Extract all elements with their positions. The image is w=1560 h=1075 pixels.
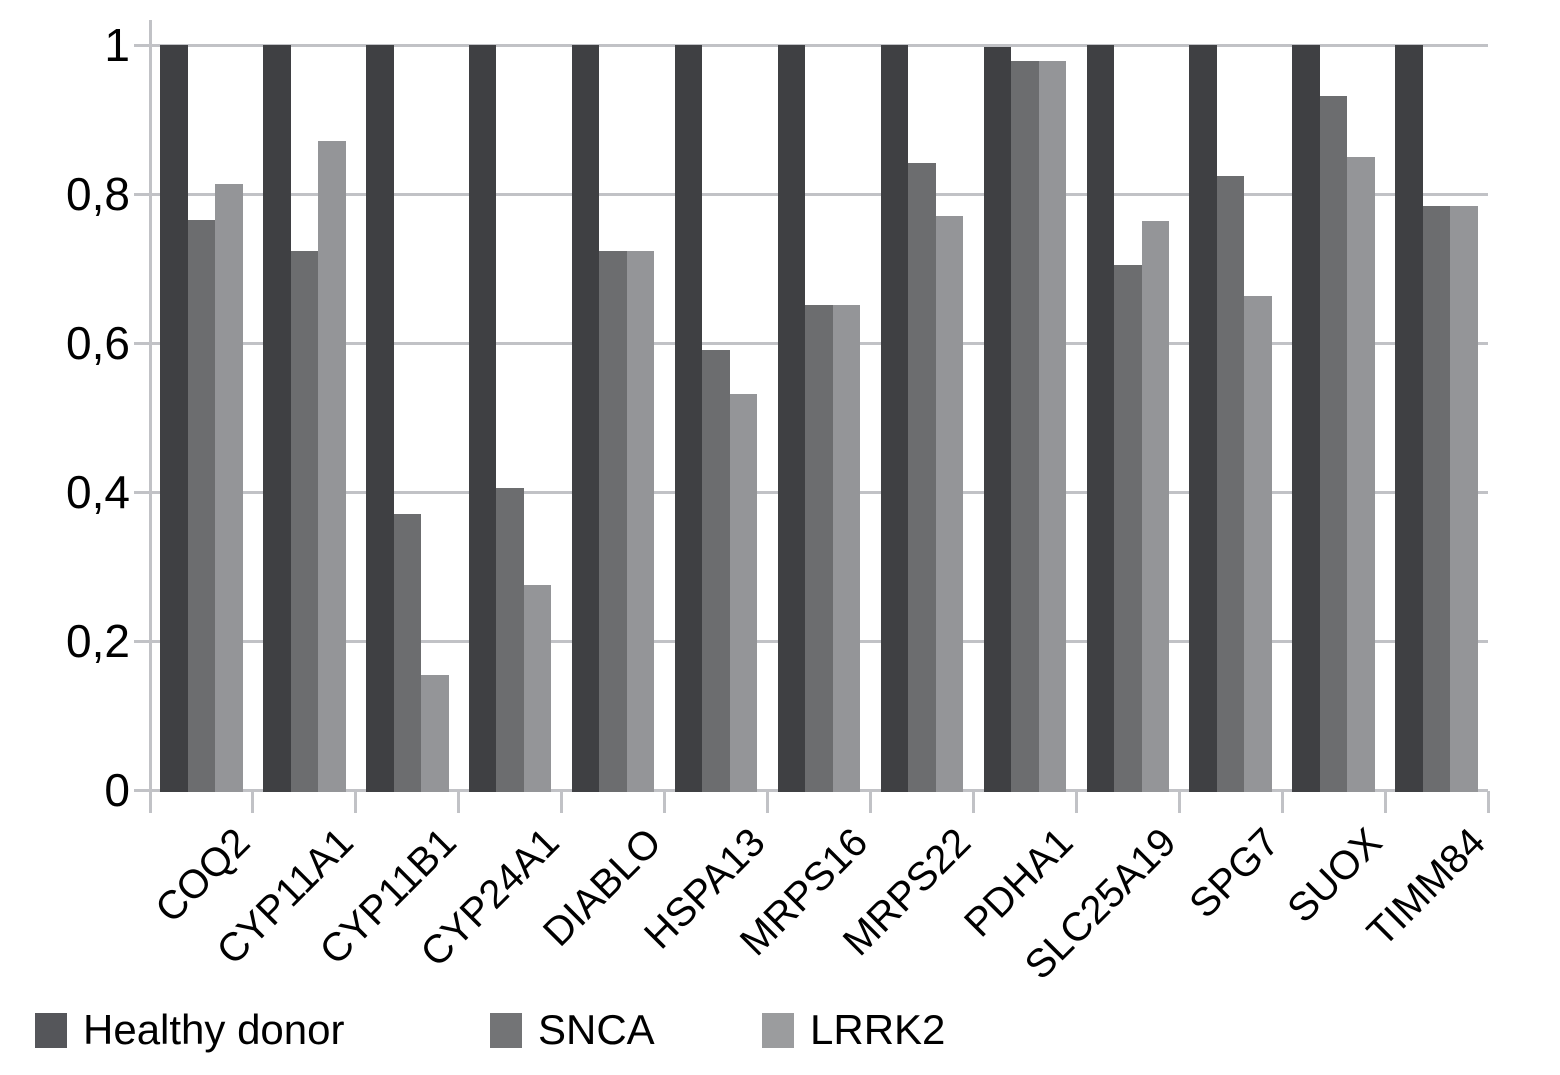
x-axis-tick [457, 791, 461, 813]
bar-snca-hspa13 [702, 349, 730, 792]
bar-healthy-donor-mrps16 [777, 45, 806, 792]
y-axis-tick [134, 490, 153, 494]
bar-snca-spg7 [1216, 176, 1245, 792]
y-axis-tick [134, 639, 153, 643]
y-axis-tick-label: 0,4 [66, 466, 130, 518]
bar-healthy-donor-mrps22 [880, 45, 909, 792]
bar-lrrk2-hspa13 [729, 394, 758, 792]
bar-healthy-donor-diablo [571, 45, 600, 792]
x-axis-tick [1177, 791, 1181, 813]
legend-label-lrrk2: LRRK2 [810, 1006, 946, 1053]
x-axis-tick [148, 791, 152, 813]
gridline [150, 192, 1488, 196]
bar-snca-suox [1319, 96, 1348, 792]
bar-snca-diablo [599, 250, 627, 792]
bar-lrrk2-slc25a19 [1141, 220, 1169, 792]
y-axis-tick [134, 341, 153, 345]
x-axis-tick [1383, 791, 1387, 813]
bar-healthy-donor-slc25a19 [1086, 45, 1114, 792]
y-axis-tick-label: 0 [104, 764, 130, 816]
bar-healthy-donor-spg7 [1189, 45, 1217, 792]
bar-snca-slc25a19 [1114, 264, 1142, 792]
bar-snca-coq2 [187, 220, 216, 792]
bar-snca-cyp11b1 [393, 514, 422, 792]
x-axis-tick [354, 791, 358, 813]
y-axis-tick-label: 0,6 [66, 317, 130, 369]
bar-healthy-donor-timm84 [1395, 45, 1423, 792]
y-axis-tick-label: 0,2 [66, 615, 130, 667]
y-axis-tick [134, 192, 153, 196]
x-axis-tick [1074, 791, 1078, 813]
bar-snca-mrps22 [908, 162, 936, 792]
bar-lrrk2-spg7 [1244, 296, 1272, 792]
bar-lrrk2-pdha1 [1038, 61, 1067, 792]
y-axis-line [149, 20, 152, 810]
bar-lrrk2-cyp24a1 [523, 585, 552, 792]
y-axis-tick [134, 788, 153, 792]
bar-snca-timm84 [1422, 205, 1451, 792]
x-axis-tick [971, 791, 975, 813]
x-axis-tick [1486, 791, 1490, 813]
bar-lrrk2-suox [1347, 157, 1375, 792]
bar-healthy-donor-coq2 [160, 45, 188, 792]
x-axis-tick [560, 791, 564, 813]
gridline [150, 43, 1488, 47]
bar-snca-cyp24a1 [496, 487, 524, 792]
bar-lrrk2-timm84 [1450, 205, 1478, 792]
legend-swatch-lrrk2 [762, 1013, 794, 1048]
bar-healthy-donor-hspa13 [674, 45, 703, 792]
bar-snca-cyp11a1 [290, 250, 319, 792]
bar-healthy-donor-cyp24a1 [468, 45, 497, 792]
bar-healthy-donor-suox [1292, 45, 1320, 792]
x-axis-tick [868, 791, 872, 813]
bar-lrrk2-cyp11b1 [421, 675, 449, 792]
y-axis-tick-label: 1 [104, 19, 130, 71]
legend-swatch-snca [490, 1013, 522, 1048]
x-axis-tick [1280, 791, 1284, 813]
bar-healthy-donor-cyp11b1 [366, 45, 394, 792]
bar-snca-mrps16 [805, 305, 833, 792]
bar-lrrk2-cyp11a1 [318, 141, 346, 792]
y-axis-tick-label: 0,8 [66, 168, 130, 220]
y-axis-tick [134, 43, 153, 47]
legend-label-healthy-donor: Healthy donor [83, 1006, 345, 1053]
bar-healthy-donor-cyp11a1 [263, 45, 291, 792]
bar-lrrk2-mrps22 [935, 215, 964, 792]
x-axis-tick [663, 791, 667, 813]
bar-lrrk2-coq2 [215, 184, 243, 792]
x-axis-tick [766, 791, 770, 813]
x-axis-tick [251, 791, 255, 813]
bar-lrrk2-mrps16 [832, 305, 861, 792]
legend-swatch-healthy-donor [35, 1013, 67, 1048]
bar-lrrk2-diablo [626, 250, 655, 792]
legend-label-snca: SNCA [538, 1006, 655, 1053]
bar-snca-pdha1 [1011, 61, 1039, 792]
bar-healthy-donor-pdha1 [983, 47, 1012, 792]
